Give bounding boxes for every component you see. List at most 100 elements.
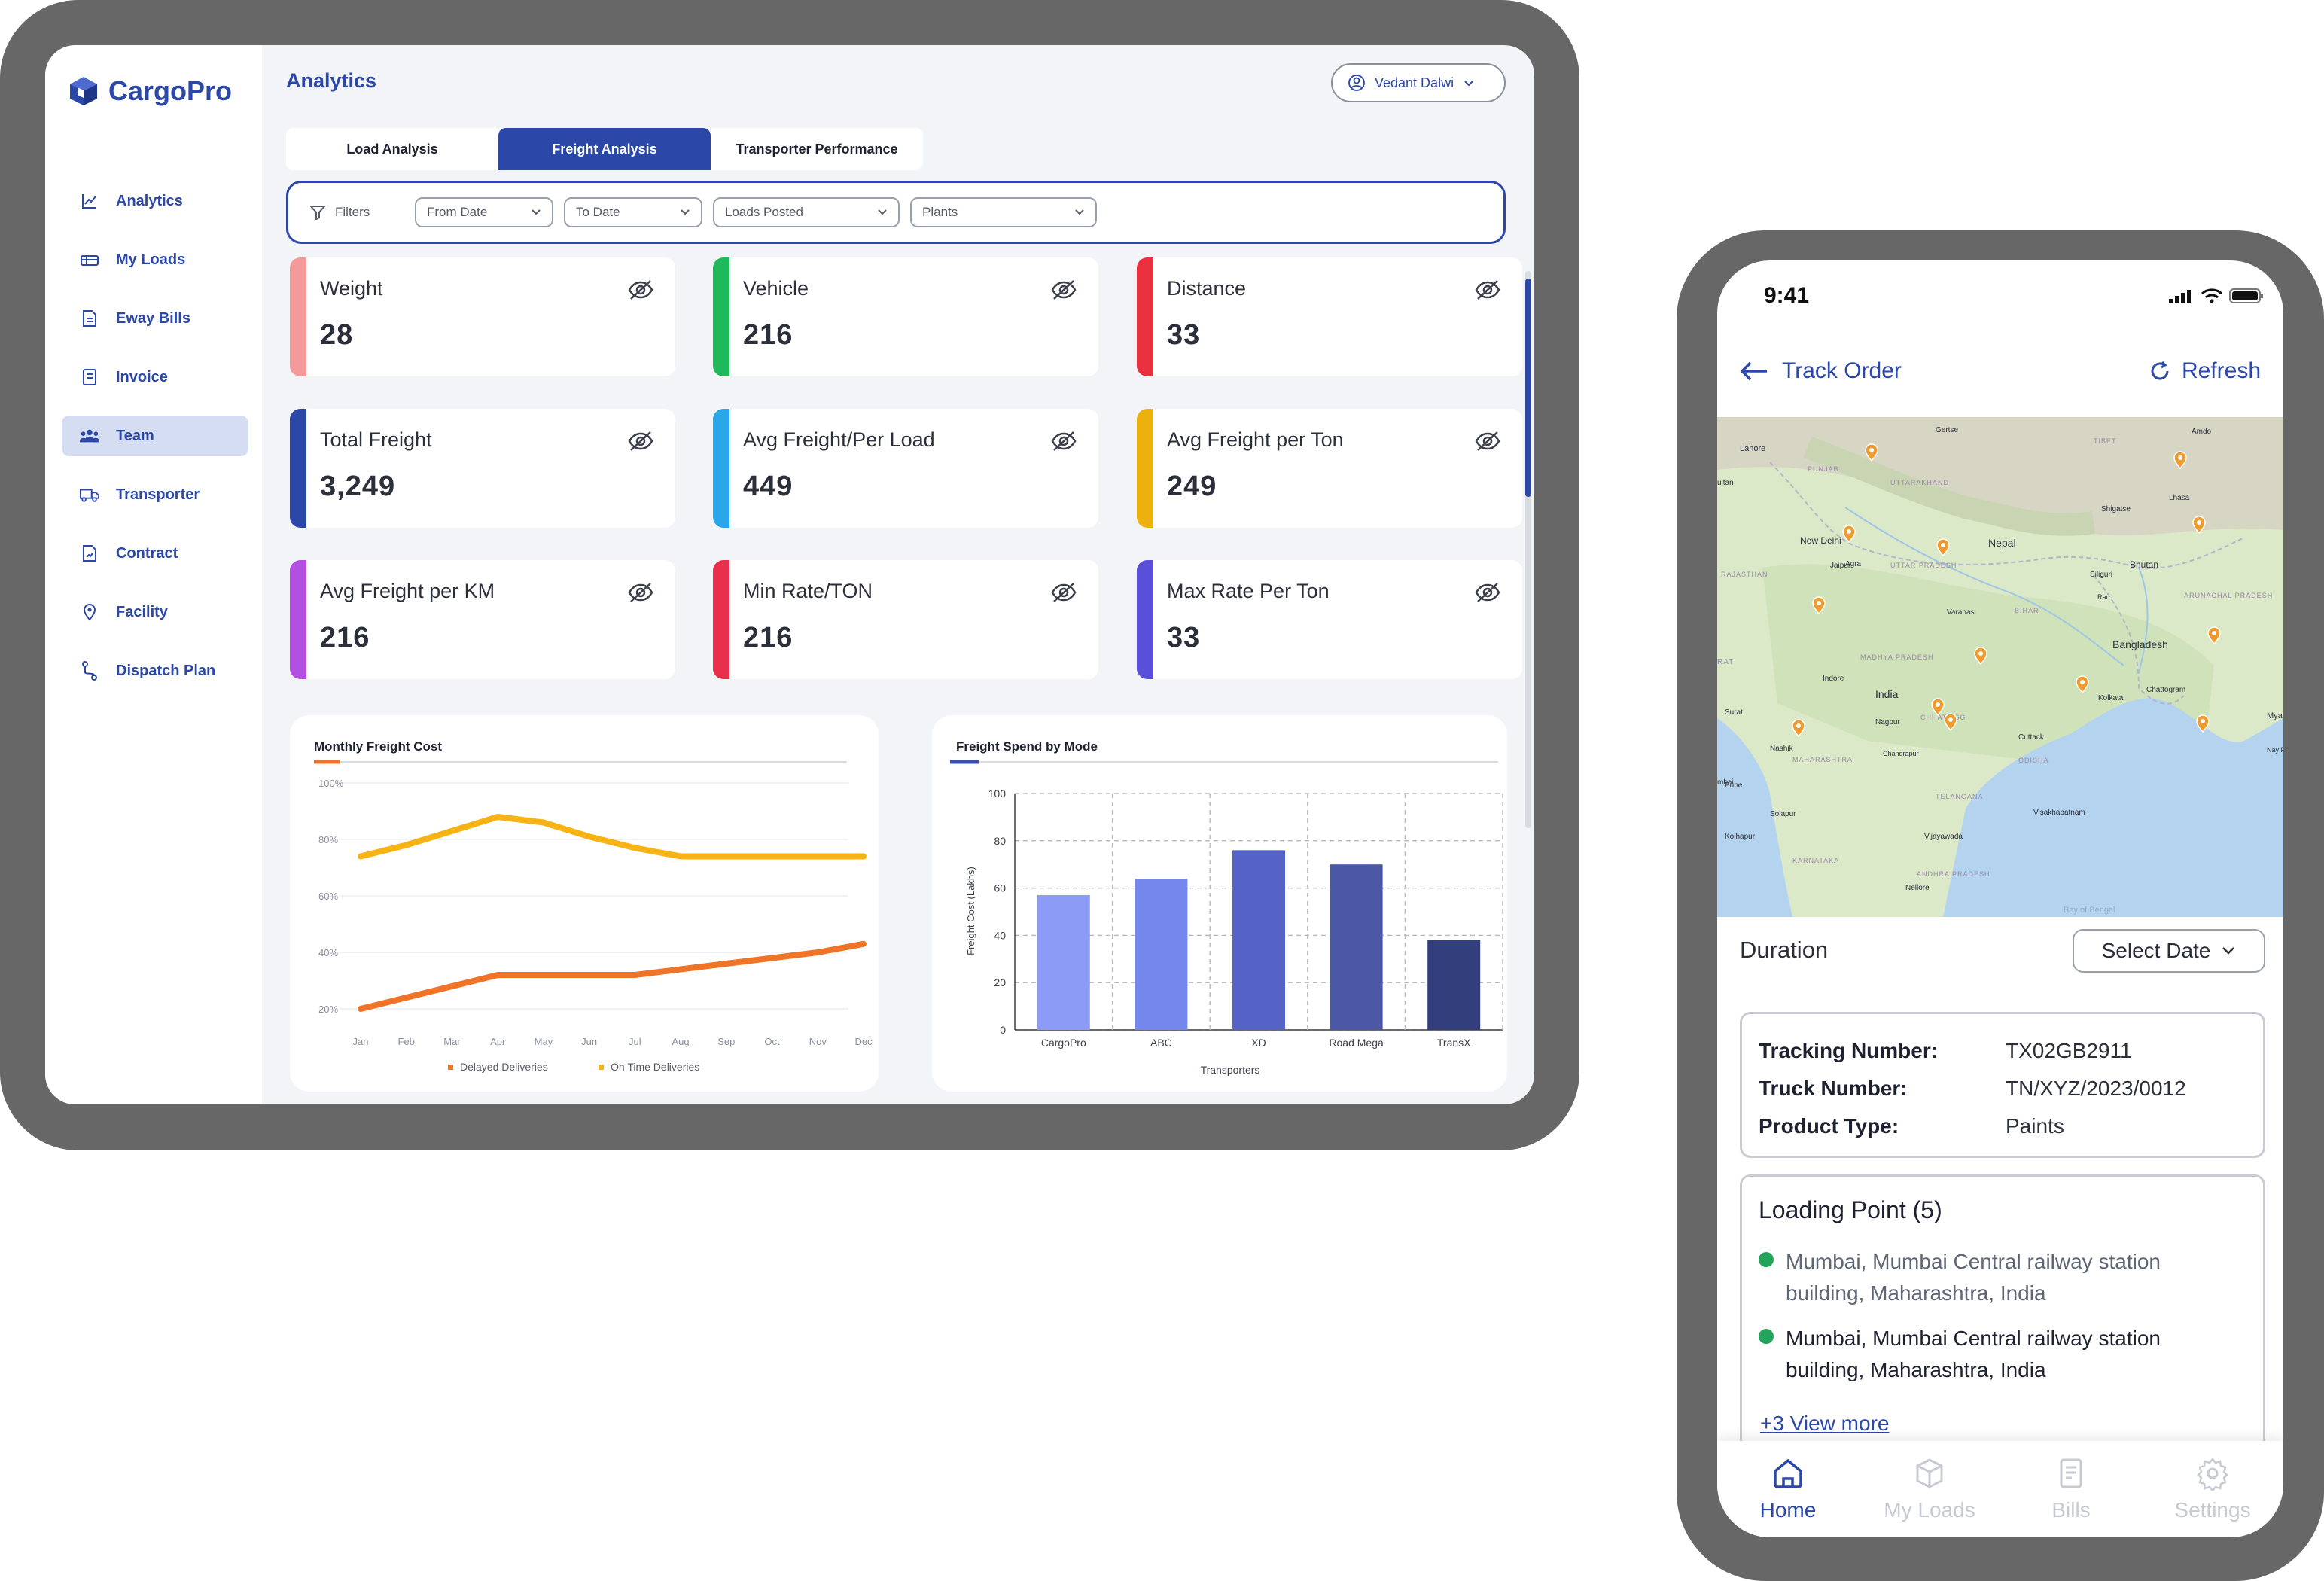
map-label: Nepal [1988, 537, 2016, 549]
eye-hidden-icon[interactable] [1050, 581, 1077, 604]
nav-settings[interactable]: Settings [2142, 1441, 2283, 1537]
sidebar-item-contract[interactable]: Contract [62, 533, 248, 574]
location-pin-icon[interactable] [2076, 675, 2089, 694]
nav-my-loads[interactable]: My Loads [1859, 1441, 2000, 1537]
location-pin-icon[interactable] [2207, 626, 2221, 645]
eye-hidden-icon[interactable] [1474, 279, 1501, 301]
filters-text: Filters [335, 205, 370, 219]
y-tick-label: 0 [1000, 1024, 1006, 1036]
eye-hidden-icon[interactable] [1050, 430, 1077, 452]
location-pin-icon[interactable] [1944, 713, 1957, 732]
analysis-tabs: Load Analysis Freight Analysis Transport… [286, 128, 923, 170]
filters-label[interactable]: Filters [309, 205, 415, 220]
tracking-map[interactable]: Lahore Gertse Amdo Shigatse Lhasa New Delhi Ne… [1717, 417, 2283, 917]
eye-hidden-icon[interactable] [627, 581, 654, 604]
bar[interactable] [1330, 864, 1383, 1030]
gear-icon [2197, 1457, 2228, 1491]
wifi-icon [2201, 288, 2223, 303]
bar[interactable] [1427, 940, 1481, 1030]
location-pin-icon[interactable] [1842, 525, 1856, 544]
scrollbar-track[interactable] [1525, 271, 1531, 828]
filter-funnel-icon [309, 206, 326, 220]
map-label: Lhasa [2169, 494, 2190, 502]
kpi-card[interactable]: Avg Freight per Ton 249 [1137, 409, 1522, 528]
location-pin-icon[interactable] [1812, 596, 1826, 615]
location-pin-icon[interactable] [1931, 698, 1945, 717]
card-label: Distance [1167, 277, 1247, 300]
location-pin-icon[interactable] [1792, 719, 1805, 738]
location-pin-icon[interactable] [2173, 451, 2187, 470]
scrollbar-thumb[interactable] [1525, 279, 1531, 497]
location-pin-icon[interactable] [2196, 714, 2210, 733]
eye-hidden-icon[interactable] [627, 430, 654, 452]
kpi-card[interactable]: Vehicle 216 [713, 257, 1098, 376]
bar[interactable] [1037, 895, 1090, 1030]
bar[interactable] [1135, 879, 1188, 1030]
tab-freight-analysis[interactable]: Freight Analysis [498, 128, 711, 170]
kpi-card[interactable]: Avg Freight per KM 216 [290, 560, 675, 679]
select-date-dropdown[interactable]: Select Date [2073, 929, 2265, 973]
loads-posted-dropdown[interactable]: Loads Posted [713, 197, 900, 227]
map-label: Solapur [1770, 810, 1796, 818]
map-label: Agra [1845, 560, 1862, 568]
sidebar-item-invoice[interactable]: Invoice [62, 357, 248, 398]
phone-screen: 9:41 Track Order Refresh Lahore Gertse Amd… [1717, 260, 2283, 1537]
eye-hidden-icon[interactable] [1474, 581, 1501, 604]
sidebar-item-transporter[interactable]: Transporter [62, 474, 248, 515]
eye-hidden-icon[interactable] [627, 279, 654, 301]
card-value: 216 [743, 319, 793, 351]
filter-bar: Filters From Date To Date Loads Posted P… [286, 181, 1506, 244]
card-value: 28 [320, 319, 354, 351]
map-label: Lahore [1740, 444, 1765, 453]
location-pin-icon[interactable] [1974, 647, 1987, 666]
kpi-card[interactable]: Weight 28 [290, 257, 675, 376]
nav-home[interactable]: Home [1717, 1441, 1859, 1537]
tab-load-analysis[interactable]: Load Analysis [286, 128, 498, 170]
sidebar-item-team[interactable]: Team [62, 416, 248, 456]
select-date-label: Select Date [2101, 939, 2211, 962]
plants-dropdown[interactable]: Plants [910, 197, 1097, 227]
screen-title: Track Order [1782, 358, 1902, 383]
kpi-card[interactable]: Total Freight 3,249 [290, 409, 675, 528]
card-accent-bar [290, 409, 306, 528]
location-pin-icon[interactable] [1865, 443, 1878, 462]
map-label: Nay Py [2267, 746, 2283, 754]
eye-hidden-icon[interactable] [1474, 430, 1501, 452]
x-tick-label: Feb [398, 1036, 415, 1047]
map-label: UTTAR PRADESH [1890, 562, 1957, 569]
back-track-order[interactable]: Track Order [1740, 358, 1902, 384]
team-icon [80, 426, 99, 446]
map-label: Siliguri [2090, 571, 2112, 579]
kpi-card[interactable]: Max Rate Per Ton 33 [1137, 560, 1522, 679]
x-tick-label: Dec [854, 1036, 873, 1047]
brand-logo[interactable]: CargoPro [68, 75, 232, 107]
kpi-card[interactable]: Distance 33 [1137, 257, 1522, 376]
map-label: Bay of Bengal [2064, 906, 2115, 915]
map-label: TIBET [2094, 437, 2117, 445]
location-pin-icon[interactable] [1936, 538, 1950, 557]
map-arabian-sea [1717, 718, 1792, 917]
map-label: Nagpur [1875, 718, 1900, 727]
kpi-card[interactable]: Avg Freight/Per Load 449 [713, 409, 1098, 528]
sidebar-item-my-loads[interactable]: My Loads [62, 239, 248, 280]
map-label: CHHATTISG [1920, 714, 1966, 721]
user-menu-button[interactable]: Vedant Dalwi [1331, 63, 1506, 102]
refresh-button[interactable]: Refresh [2149, 358, 2261, 384]
tab-transporter-performance[interactable]: Transporter Performance [711, 128, 923, 170]
sidebar-item-dispatch-plan[interactable]: Dispatch Plan [62, 650, 248, 691]
loading-point-item[interactable]: Mumbai, Mumbai Central railway station b… [1759, 1246, 2225, 1309]
view-more-link[interactable]: +3 View more [1760, 1412, 1890, 1435]
from-date-dropdown[interactable]: From Date [415, 197, 553, 227]
eye-hidden-icon[interactable] [1050, 279, 1077, 301]
tracking-number-row: Tracking Number: TX02GB2911 [1759, 1032, 2246, 1070]
kpi-card[interactable]: Min Rate/TON 216 [713, 560, 1098, 679]
sidebar-item-analytics[interactable]: Analytics [62, 181, 248, 221]
location-pin-icon[interactable] [2192, 516, 2206, 535]
bar[interactable] [1232, 850, 1285, 1030]
loading-point-item[interactable]: Mumbai, Mumbai Central railway station b… [1759, 1323, 2225, 1386]
to-date-dropdown[interactable]: To Date [564, 197, 702, 227]
nav-bills[interactable]: Bills [2000, 1441, 2142, 1537]
sidebar-item-facility[interactable]: Facility [62, 592, 248, 632]
card-label: Avg Freight per Ton [1167, 428, 1344, 451]
sidebar-item-eway-bills[interactable]: Eway Bills [62, 298, 248, 339]
